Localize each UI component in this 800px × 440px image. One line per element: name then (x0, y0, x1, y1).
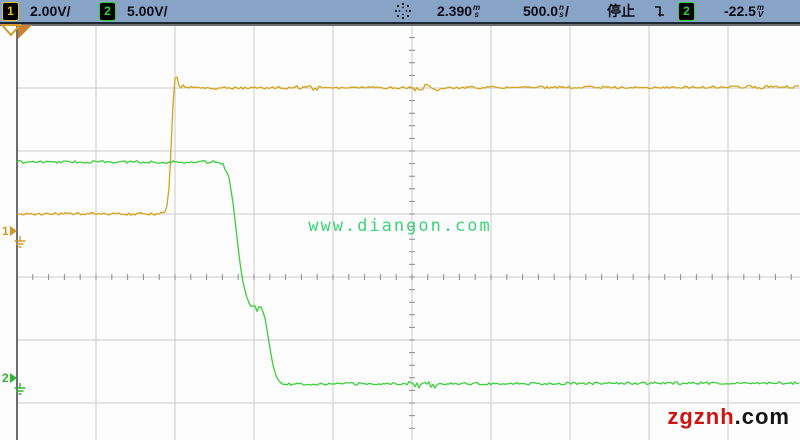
delay-readout: 2.390 m s (437, 0, 481, 22)
center-watermark: www.diangon.com (308, 216, 492, 236)
timebase-unit: n s (559, 3, 564, 19)
trigger-source-number: 2 (678, 1, 695, 21)
ch2-badge-number: 2 (99, 1, 116, 21)
trigger-level-unit: m V (756, 3, 765, 19)
delay-unit-top: m (473, 3, 481, 12)
ch1-badge: 1 (2, 0, 19, 22)
corner-watermark-black: .com (734, 404, 790, 429)
timebase-readout: 500.0 n s / (523, 0, 569, 22)
ch2-trace (16, 160, 800, 389)
ch2-ground-marker: 2 (2, 371, 17, 385)
timebase-unit-bottom: s (559, 10, 564, 19)
grid-lines (17, 25, 800, 440)
ch1-ground-marker: 1 (2, 224, 17, 238)
falling-edge-trigger-icon (653, 0, 666, 22)
ch2-badge: 2 (99, 0, 116, 22)
corner-watermark-red: zgznh (667, 404, 735, 429)
trigger-source-badge: 2 (678, 0, 695, 22)
delay-unit-bottom: s (474, 10, 479, 19)
ch1-ground-symbol-icon (14, 236, 26, 248)
ch2-marker-label: 2 (2, 371, 9, 385)
delay-position-marker-icon (0, 24, 22, 37)
corner-trigger-flag-icon (18, 25, 32, 39)
trigger-level-readout: -22.5 m V (724, 0, 765, 22)
trigger-level-unit-top: m (756, 3, 765, 12)
toolbar: 1 2.00V/ 2 5.00V/ 2.390 m s 500.0 n s (0, 0, 800, 24)
delay-value: 2.390 (437, 3, 473, 19)
timebase-value: 500.0 (523, 3, 559, 19)
intensity-sun-icon (394, 0, 412, 22)
trigger-level-unit-bottom: V (757, 10, 764, 19)
ch2-ground-symbol-icon (14, 383, 26, 395)
grid-border (0, 24, 800, 440)
ch2-marker-arrow-icon (9, 373, 17, 383)
ch1-trace (16, 76, 800, 216)
trigger-level-value: -22.5 (724, 3, 756, 19)
timebase-suffix: / (564, 3, 569, 19)
delay-unit: m s (473, 3, 481, 19)
corner-watermark: zgznh.com (667, 404, 790, 430)
timebase-unit-top: n (559, 3, 564, 12)
run-state-label: 停止 (607, 3, 635, 19)
ch1-badge-number: 1 (2, 1, 19, 21)
ch1-marker-arrow-icon (9, 226, 17, 236)
ch1-marker-label: 1 (2, 224, 9, 238)
ch2-scale-readout: 5.00V/ (127, 3, 168, 19)
graticule-area: 1 2 www.diangon.com zgznh.com (0, 24, 800, 440)
scope-plot (0, 24, 800, 440)
ch1-scale-readout: 2.00V/ (30, 3, 71, 19)
